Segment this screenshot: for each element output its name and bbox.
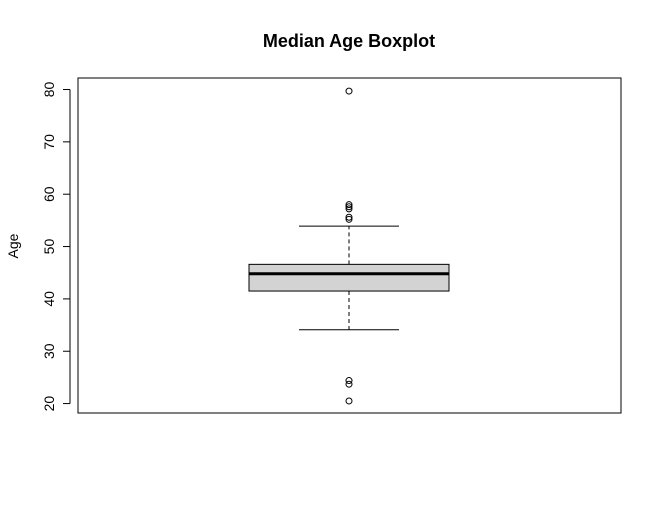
plot-frame — [77, 77, 622, 414]
iqr-box — [248, 263, 450, 292]
y-tick-label-70: 70 — [41, 134, 57, 150]
y-axis: 20 30 40 50 60 70 80 — [41, 82, 71, 412]
outlier-points — [345, 87, 353, 405]
outlier-point-3 — [345, 205, 353, 213]
outlier-point-1 — [345, 201, 353, 209]
outlier-point-6 — [345, 377, 353, 385]
outlier-point-4 — [345, 213, 353, 221]
boxplot — [248, 225, 450, 331]
y-tick-label-50: 50 — [41, 239, 57, 255]
y-tick-label-20: 20 — [41, 396, 57, 412]
outlier-point-7 — [345, 380, 353, 388]
outlier-point-0 — [345, 87, 353, 95]
outlier-point-8 — [345, 397, 353, 405]
y-tick-label-40: 40 — [41, 291, 57, 307]
y-axis-label: Age — [5, 233, 21, 258]
outlier-point-5 — [345, 215, 353, 223]
y-tick-label-80: 80 — [41, 82, 57, 98]
y-tick-label-30: 30 — [41, 343, 57, 359]
y-tick-label-60: 60 — [41, 186, 57, 202]
chart-title: Median Age Boxplot — [263, 31, 435, 51]
outlier-point-2 — [345, 203, 353, 211]
